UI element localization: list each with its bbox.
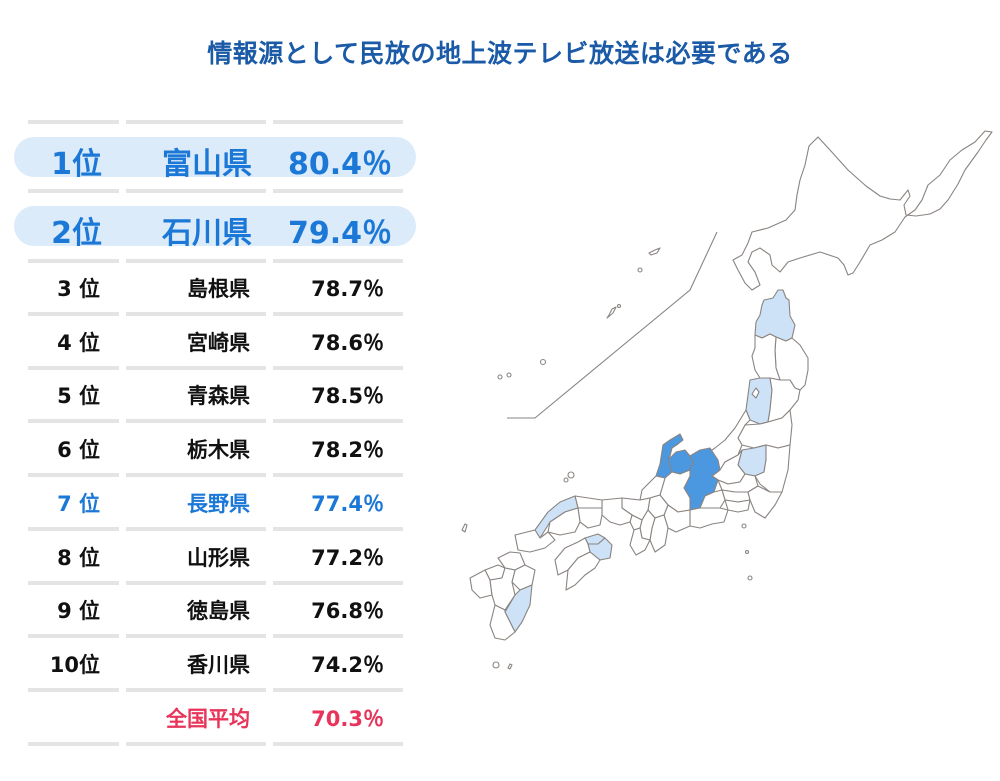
rank-label: 8 位	[57, 546, 100, 570]
map-akita	[751, 333, 781, 381]
okinawa-islands	[497, 247, 661, 380]
separator	[28, 581, 119, 585]
rank-label: 4 位	[57, 331, 100, 355]
map-hiroshima	[547, 507, 581, 536]
rank-label: 5 位	[57, 384, 100, 408]
separator	[28, 366, 119, 370]
separator	[28, 120, 119, 124]
separator	[273, 366, 403, 370]
percentage-value: 78.6％	[311, 331, 384, 355]
prefecture-name: 長野県	[187, 492, 250, 516]
separator	[126, 120, 266, 124]
separator	[126, 581, 266, 585]
separator	[28, 259, 119, 263]
prefecture-name: 宮崎県	[187, 331, 250, 355]
percentage-value: 80.4％	[287, 147, 392, 182]
separator	[273, 688, 403, 692]
separator	[126, 366, 266, 370]
separator	[126, 742, 266, 746]
prefecture-name: 徳島県	[187, 599, 250, 623]
separator	[273, 419, 403, 423]
separator	[273, 259, 403, 263]
national-average-label: 全国平均	[166, 707, 250, 731]
separator	[28, 419, 119, 423]
map-ehime	[554, 537, 591, 576]
prefecture-name: 香川県	[187, 653, 250, 677]
map-tottori	[574, 495, 603, 509]
prefecture-name: 青森県	[187, 384, 250, 408]
highlight-pill-rank-1	[14, 137, 416, 177]
rank-label: 6 位	[57, 438, 100, 462]
map-hyogo	[601, 497, 633, 526]
map-kochi	[565, 551, 601, 591]
separator	[273, 527, 403, 531]
separator	[273, 189, 403, 193]
map-aomori	[754, 289, 796, 342]
separator	[273, 634, 403, 638]
separator	[273, 473, 403, 477]
prefecture-name: 山形県	[187, 546, 250, 570]
separator	[126, 419, 266, 423]
separator	[126, 259, 266, 263]
japan-map	[440, 110, 1000, 710]
separator	[126, 527, 266, 531]
chart-title: 情報源として民放の地上波テレビ放送は必要である	[207, 39, 793, 68]
separator	[28, 634, 119, 638]
prefecture-name: 富山県	[162, 147, 252, 182]
separator	[273, 581, 403, 585]
percentage-value: 78.5％	[311, 384, 384, 408]
small-islands	[461, 387, 760, 670]
map-miyazaki	[504, 584, 533, 633]
percentage-value: 77.2％	[311, 546, 384, 570]
separator	[28, 527, 119, 531]
separator	[126, 688, 266, 692]
separator	[126, 189, 266, 193]
prefecture-name: 島根県	[187, 277, 250, 301]
percentage-value: 78.2％	[311, 438, 384, 462]
map-kanagawa	[724, 499, 751, 513]
separator	[273, 120, 403, 124]
separator	[28, 742, 119, 746]
percentage-value: 78.7％	[311, 277, 384, 301]
map-yamagata	[745, 377, 773, 425]
percentage-value: 79.4％	[287, 216, 392, 251]
separator	[126, 473, 266, 477]
map-miyagi	[767, 377, 801, 423]
highlight-pill-rank-2	[14, 206, 416, 246]
rank-label: 3 位	[57, 277, 100, 301]
map-kagoshima	[489, 604, 516, 641]
map-kumamoto	[489, 567, 516, 611]
map-chiba	[747, 485, 783, 519]
separator	[28, 688, 119, 692]
separator	[126, 634, 266, 638]
prefecture-name: 栃木県	[187, 438, 250, 462]
rank-label: 2位	[51, 216, 102, 251]
rank-label: 10位	[49, 653, 100, 677]
map-hokkaido	[732, 130, 993, 291]
separator	[273, 742, 403, 746]
percentage-value: 77.4％	[311, 492, 384, 516]
separator	[28, 473, 119, 477]
rank-label: 7 位	[57, 492, 100, 516]
separator	[28, 312, 119, 316]
rank-label: 1位	[51, 147, 102, 182]
percentage-value: 76.8％	[311, 599, 384, 623]
separator	[273, 312, 403, 316]
map-yamaguchi	[514, 529, 556, 553]
map-okayama	[577, 507, 603, 529]
map-wakayama	[629, 527, 651, 556]
prefecture-name: 石川県	[162, 216, 252, 251]
percentage-value: 74.2％	[311, 653, 384, 677]
ranking-table: 1位 富山県 80.4％ 2位 石川県 79.4％ 3 位 島根県 78.7％ …	[0, 0, 430, 781]
map-shizuoka	[689, 507, 729, 529]
national-average-value: 70.3％	[311, 707, 384, 731]
separator	[126, 312, 266, 316]
separator	[28, 189, 119, 193]
japan-map-svg	[461, 130, 993, 670]
rank-label: 9 位	[57, 599, 100, 623]
okinawa-inset-border	[507, 231, 718, 419]
